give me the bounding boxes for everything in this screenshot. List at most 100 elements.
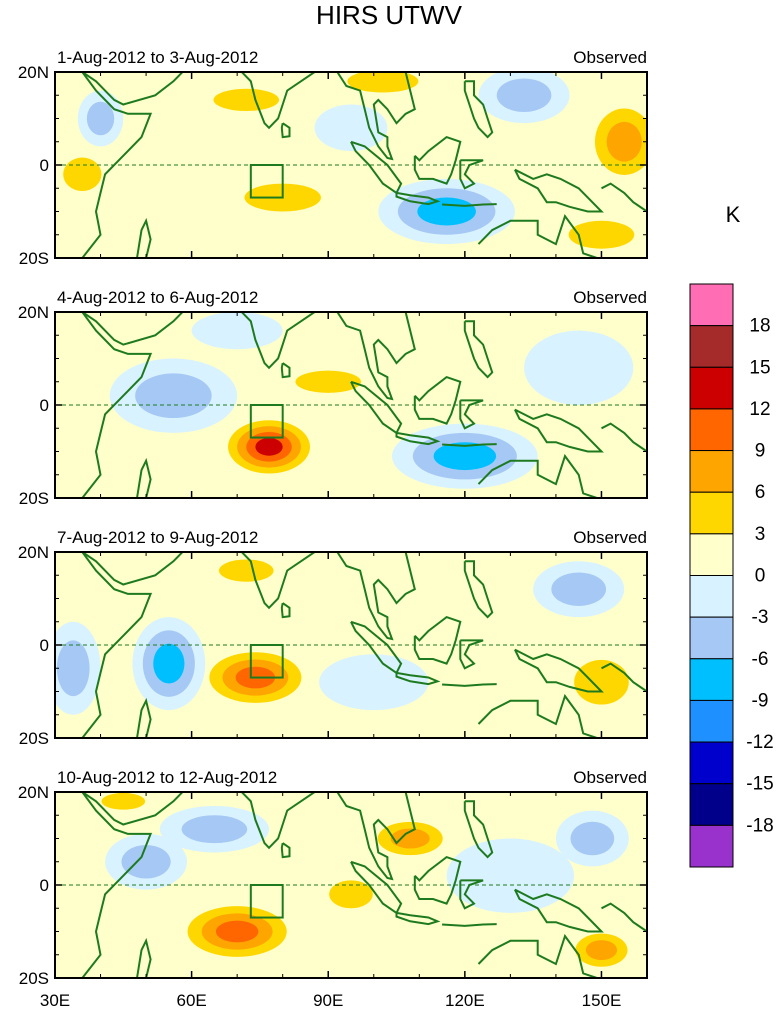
coastline [413, 855, 462, 905]
y-tick-label: 0 [40, 636, 49, 655]
y-tick-label: 20S [19, 489, 49, 508]
target-box [249, 404, 284, 439]
coastline [459, 639, 484, 670]
coastline [442, 203, 497, 207]
contour-mark [213, 88, 280, 112]
coastline [477, 453, 598, 498]
contour-mark [585, 940, 618, 961]
coastline [395, 431, 441, 446]
colorbar-swatch [689, 699, 734, 743]
contour-mark [63, 157, 102, 192]
contour-mark [329, 880, 373, 909]
y-tick-label: 0 [40, 156, 49, 175]
coastline [280, 602, 291, 619]
colorbar-label: -18 [746, 815, 773, 836]
contour-mark [446, 838, 575, 913]
x-tick-label: 90E [313, 991, 343, 1010]
coastline [601, 422, 647, 453]
coastline [314, 72, 416, 161]
contour-mark [319, 654, 429, 711]
coastline [136, 217, 152, 258]
coastline [81, 552, 184, 586]
coastline [81, 792, 184, 826]
contour-mark [101, 792, 146, 810]
coastline [413, 135, 462, 185]
coastline [514, 648, 604, 693]
colorbar-swatch [689, 533, 734, 576]
coastline [55, 552, 153, 738]
contour-mark [218, 559, 274, 582]
contour-mark [606, 121, 642, 162]
y-tick-label: 20S [19, 729, 49, 748]
coastline [601, 182, 647, 213]
contour-mark [390, 828, 430, 849]
colorbar-swatch [689, 616, 734, 660]
anomaly-field [55, 792, 647, 978]
panel-observed-label: Observed [573, 528, 647, 547]
colorbar-swatch [689, 658, 734, 701]
coastline [55, 312, 153, 498]
coastline [218, 552, 316, 610]
coastline [280, 362, 291, 379]
colorbar-label: -12 [746, 732, 773, 753]
contour-mark [496, 78, 552, 112]
colorbar-label: 12 [749, 399, 770, 420]
chart-title: HIRS UTWV [316, 0, 463, 30]
contour-mark [135, 373, 212, 419]
contour-mark [524, 330, 634, 405]
coastline [459, 159, 484, 190]
y-tick-label: 20N [18, 543, 49, 562]
contour-mark [417, 197, 476, 226]
panel-observed-label: Observed [573, 48, 647, 67]
contour-mark [181, 815, 248, 844]
coastline [136, 937, 152, 978]
coastline [81, 312, 184, 346]
y-tick-label: 20N [18, 303, 49, 322]
colorbar-swatch [689, 408, 734, 452]
anomaly-field [55, 72, 647, 258]
coastline [395, 911, 441, 926]
colorbar-swatch [689, 783, 734, 826]
panel-period-label: 7-Aug-2012 to 9-Aug-2012 [57, 528, 258, 547]
y-tick-label: 20S [19, 969, 49, 988]
coastline [314, 312, 416, 401]
coastline [136, 697, 152, 738]
anomaly-field [55, 312, 647, 498]
coastline [395, 191, 441, 206]
coastline [463, 320, 494, 379]
coastline [463, 560, 494, 619]
coastline [55, 72, 153, 258]
colorbar-swatch [689, 450, 734, 493]
colorbar-label: 18 [749, 316, 770, 337]
coastline [55, 792, 153, 978]
coastline [442, 923, 497, 927]
target-box [249, 164, 284, 199]
coastline [442, 443, 497, 447]
colorbar: K 18 15 12 9 6 3 0 -3 -6 -9 -12 -15 -18 [689, 202, 774, 868]
panel-period-label: 4-Aug-2012 to 6-Aug-2012 [57, 288, 258, 307]
contour-mark [55, 381, 96, 475]
colorbar-label: 3 [755, 524, 766, 545]
colorbar-swatch [689, 575, 734, 618]
panel-observed-label: Observed [573, 768, 647, 787]
panel: 10-Aug-2012 to 12-Aug-2012 Observed 20N 0 20… [18, 768, 648, 988]
coastline [81, 72, 184, 106]
colorbar-label: 15 [749, 357, 770, 378]
coastline [442, 683, 497, 687]
contour-mark [86, 101, 115, 136]
colorbar-label: 9 [755, 441, 766, 462]
x-tick-label: 30E [40, 991, 70, 1010]
contour-mark [574, 414, 647, 471]
contour-mark [191, 312, 283, 350]
colorbar-label: 6 [755, 482, 766, 503]
contour-mark [433, 442, 497, 471]
coastline [463, 800, 494, 859]
contour-mark [574, 659, 629, 705]
colorbar-label: -6 [752, 649, 769, 670]
coastline [314, 792, 416, 881]
coastline [218, 312, 316, 370]
coastline [477, 693, 598, 738]
contour-mark [255, 437, 283, 456]
contour-mark [551, 572, 607, 606]
